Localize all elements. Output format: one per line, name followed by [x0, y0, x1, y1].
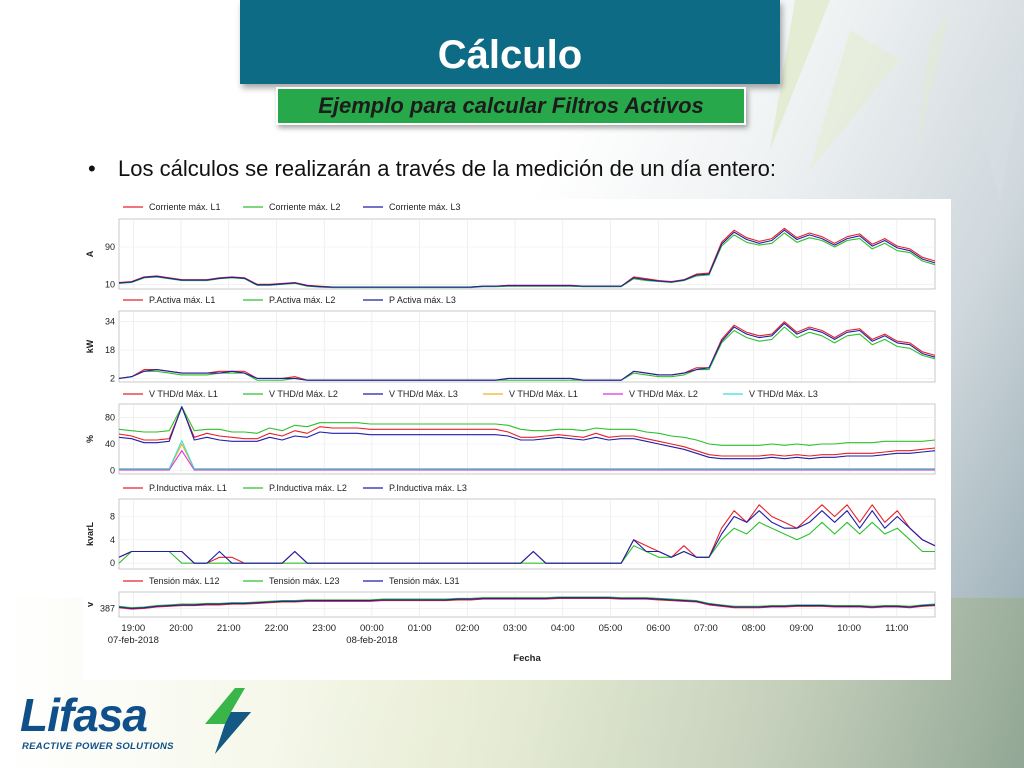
multi-panel-line-chart: 10 90 A Corriente máx. L1 Corriente máx. L2 C…: [85, 202, 936, 664]
legend-label: V THD/d Máx. L2: [629, 389, 698, 399]
legend-label: Corriente máx. L3: [389, 202, 461, 212]
panel-frame: [118, 218, 936, 290]
x-tick-label: 02:00: [455, 623, 479, 634]
logo-tagline: REACTIVE POWER SOLUTIONS: [22, 741, 174, 752]
series-line: [118, 406, 936, 446]
x-tick-label: 06:00: [646, 623, 670, 634]
series-line: [118, 406, 936, 457]
bullet-point: • Los cálculos se realizarán a través de …: [88, 156, 776, 182]
series-line: [118, 321, 936, 381]
y-tick-label: 40: [105, 439, 115, 449]
legend-label: P Activa máx. L3: [389, 295, 456, 305]
x-tick-label: 08:00: [742, 623, 766, 634]
series-line: [118, 597, 936, 609]
bullet-text: Los cálculos se realizarán a través de l…: [118, 156, 776, 181]
logo-wordmark: Lifasa: [20, 689, 148, 741]
series-line: [118, 406, 936, 460]
x-tick-label: 05:00: [599, 623, 623, 634]
series-line: [118, 596, 936, 609]
legend-label: P.Inductiva máx. L3: [389, 483, 467, 493]
lifasa-logo: Lifasa REACTIVE POWER SOLUTIONS: [20, 688, 260, 758]
y-axis-label: kvarL: [85, 521, 95, 546]
slide-title: Cálculo: [240, 0, 780, 84]
y-tick-label: 80: [105, 412, 115, 422]
panel-frame: [118, 403, 936, 475]
legend-label: Tensión máx. L31: [389, 576, 460, 586]
y-tick-label: 0: [110, 558, 115, 568]
series-line: [119, 450, 935, 471]
series-line: [118, 597, 936, 610]
legend-label: P.Inductiva máx. L2: [269, 483, 347, 493]
x-tick-label: 21:00: [217, 623, 241, 634]
legend-label: Tensión máx. L12: [149, 576, 220, 586]
x-tick-label: 01:00: [408, 623, 432, 634]
series-line: [118, 510, 936, 564]
legend-label: P.Activa máx. L1: [149, 295, 215, 305]
x-tick-label: 07:00: [694, 623, 718, 634]
legend-label: P.Inductiva máx. L1: [149, 483, 227, 493]
lightning-logo-icon: [205, 688, 251, 754]
legend-label: V THD/d Máx. L3: [749, 389, 818, 399]
x-tick-label: 09:00: [789, 623, 813, 634]
y-tick-label: 10: [105, 279, 115, 289]
legend-label: V THD/d Máx. L1: [509, 389, 578, 399]
y-tick-label: 4: [110, 535, 115, 545]
x-tick-label: 11:00: [885, 623, 908, 634]
slide-subtitle: Ejemplo para calcular Filtros Activos: [276, 87, 746, 125]
x-axis-label: Fecha: [513, 653, 541, 664]
x-tick-label: 20:00: [169, 623, 193, 634]
series-line: [118, 326, 936, 381]
legend-label: V THD/d Máx. L1: [149, 389, 218, 399]
series-line: [118, 229, 936, 288]
chart-panel: 10 90 A Corriente máx. L1 Corriente máx. L2 C…: [83, 199, 951, 680]
y-tick-label: 34: [105, 317, 115, 327]
y-axis-label: A: [85, 250, 95, 257]
legend-label: Corriente máx. L2: [269, 202, 341, 212]
legend-label: P.Activa máx. L2: [269, 295, 335, 305]
y-axis-label: %: [85, 435, 95, 443]
series-line: [118, 232, 936, 289]
bullet-marker: •: [88, 156, 96, 181]
y-tick-label: 18: [105, 345, 115, 355]
series-line: [118, 504, 936, 564]
x-tick-label: 23:00: [312, 623, 336, 634]
x-date-label: 07-feb-2018: [108, 635, 159, 646]
decorative-arrows: [770, 0, 1024, 200]
x-date-label: 08-feb-2018: [346, 635, 397, 646]
panel-frame: [118, 498, 936, 570]
y-tick-label: 90: [105, 242, 115, 252]
series-line: [118, 322, 936, 381]
y-axis-label: v: [85, 602, 95, 607]
slide-title-text: Cálculo: [437, 33, 583, 77]
y-tick-label: 2: [110, 373, 115, 383]
x-tick-label: 22:00: [265, 623, 289, 634]
legend-label: V THD/d Máx. L3: [389, 389, 458, 399]
x-tick-label: 03:00: [503, 623, 527, 634]
legend-label: Tensión máx. L23: [269, 576, 340, 586]
series-line: [119, 443, 935, 470]
x-tick-label: 10:00: [837, 623, 861, 634]
x-tick-label: 04:00: [551, 623, 575, 634]
y-tick-label: 8: [110, 512, 115, 522]
y-tick-label: 387: [100, 603, 115, 613]
slide-subtitle-text: Ejemplo para calcular Filtros Activos: [318, 93, 704, 118]
x-tick-label: 19:00: [121, 623, 145, 634]
panel-frame: [118, 310, 936, 383]
x-tick-label: 00:00: [360, 623, 384, 634]
legend-label: V THD/d Máx. L2: [269, 389, 338, 399]
series-line: [119, 440, 935, 470]
legend-label: Corriente máx. L1: [149, 202, 221, 212]
y-tick-label: 0: [110, 466, 115, 476]
y-axis-label: kW: [85, 339, 95, 353]
